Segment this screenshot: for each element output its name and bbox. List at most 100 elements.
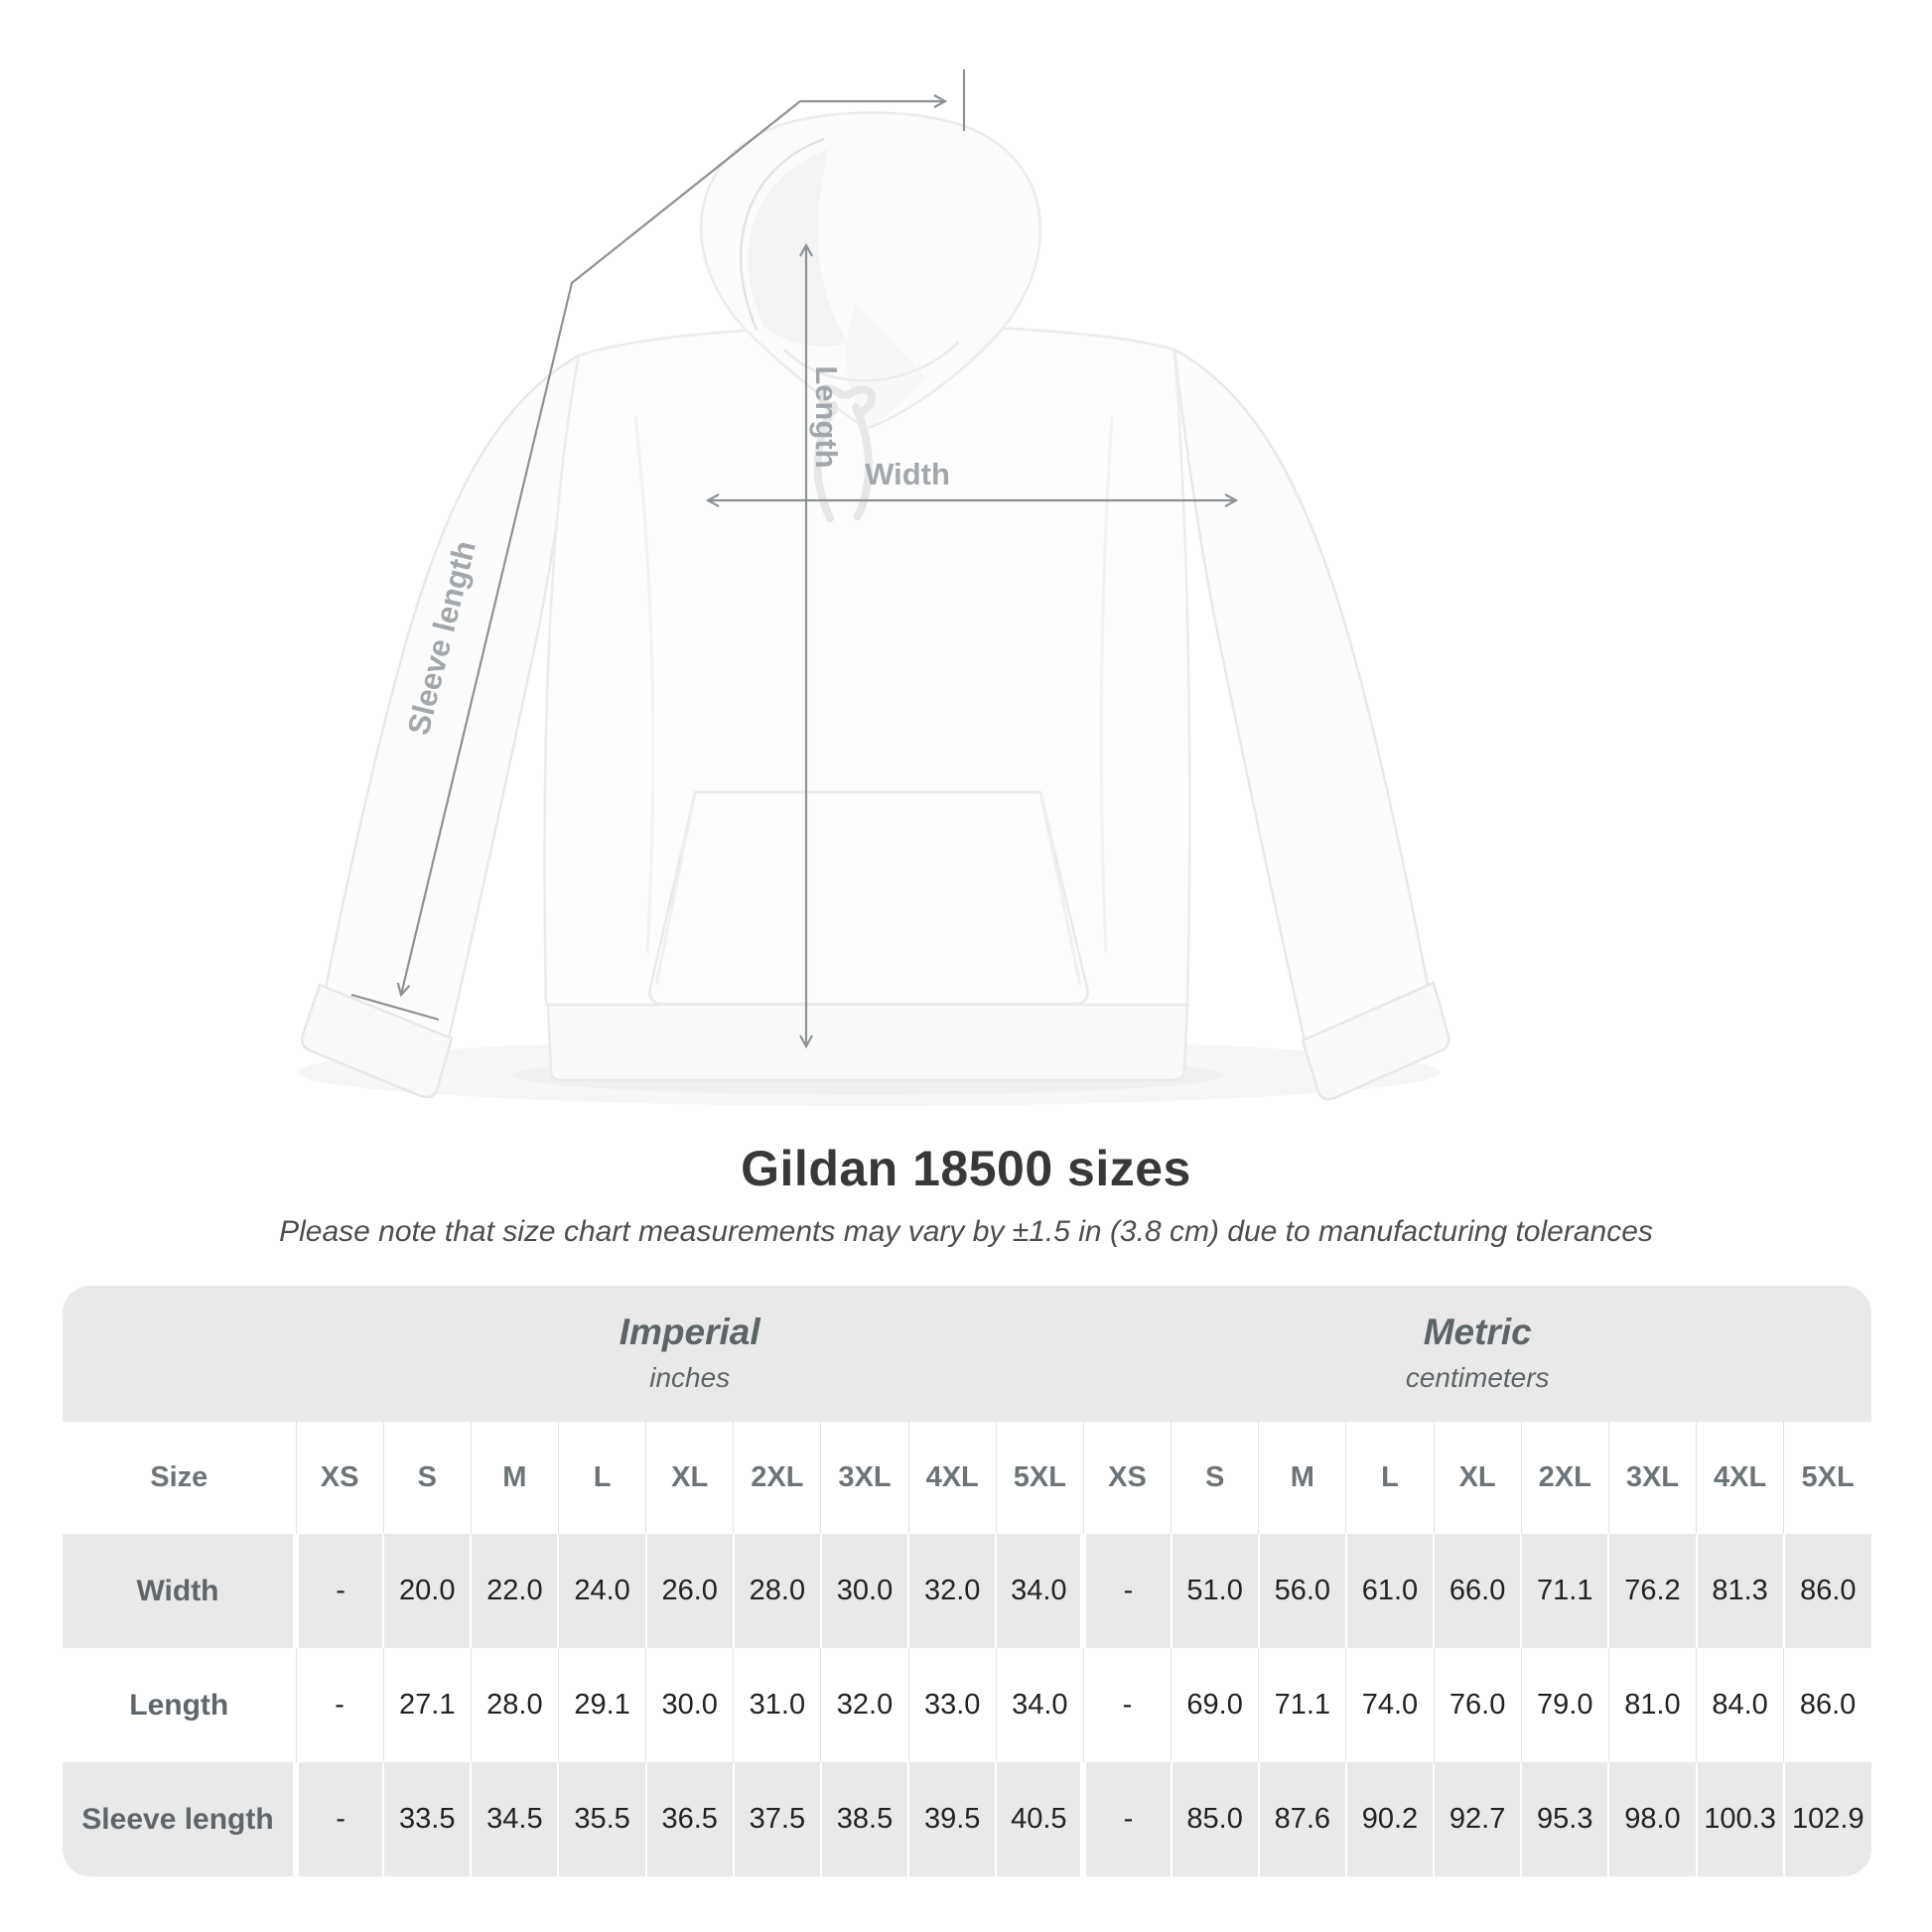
size-header: 3XL — [820, 1422, 909, 1534]
cell: 98.0 — [1607, 1762, 1697, 1876]
size-header: M — [470, 1422, 559, 1534]
cell: 74.0 — [1345, 1648, 1435, 1762]
imperial-unit: inches — [649, 1362, 731, 1393]
size-header: S — [382, 1422, 472, 1534]
size-header: 4XL — [1695, 1422, 1784, 1534]
cell: 84.0 — [1695, 1648, 1784, 1762]
imperial-group-header: Imperial inches — [296, 1286, 1084, 1422]
size-header: 2XL — [1520, 1422, 1609, 1534]
size-header: L — [557, 1422, 646, 1534]
cell: 28.0 — [470, 1648, 559, 1762]
cell: 36.5 — [644, 1762, 734, 1876]
sleeve-length-line — [396, 100, 801, 998]
size-header: L — [1345, 1422, 1435, 1534]
cell: 34.5 — [470, 1762, 559, 1876]
cell: 35.5 — [557, 1762, 646, 1876]
cell: 39.5 — [907, 1762, 997, 1876]
row-label-length: Length — [63, 1648, 296, 1762]
cell: 87.6 — [1257, 1762, 1346, 1876]
unit-band-row: Imperial inches Metric centimeters — [63, 1286, 1871, 1422]
table-row-width: Width - 20.0 22.0 24.0 26.0 28.0 30.0 32… — [63, 1534, 1871, 1648]
cell: 27.1 — [382, 1648, 472, 1762]
length-label: Length — [809, 365, 844, 468]
size-header: 2XL — [733, 1422, 821, 1534]
cell: 86.0 — [1783, 1648, 1871, 1762]
cell: 34.0 — [995, 1648, 1084, 1762]
cell: 76.0 — [1433, 1648, 1522, 1762]
cell: 33.5 — [382, 1762, 472, 1876]
cell: 31.0 — [733, 1648, 821, 1762]
cell: 92.7 — [1433, 1762, 1522, 1876]
cell: 66.0 — [1433, 1534, 1522, 1648]
size-header: XS — [1082, 1422, 1172, 1534]
cell: 20.0 — [382, 1534, 472, 1648]
cell: 79.0 — [1520, 1648, 1609, 1762]
cell: 100.3 — [1695, 1762, 1784, 1876]
cell: 56.0 — [1257, 1534, 1346, 1648]
size-header: XL — [1433, 1422, 1522, 1534]
page-title: Gildan 18500 sizes — [741, 1141, 1191, 1196]
tolerance-note: Please note that size chart measurements… — [279, 1215, 1653, 1248]
cell: - — [292, 1762, 384, 1876]
size-header: M — [1258, 1422, 1346, 1534]
cell: 28.0 — [732, 1534, 821, 1648]
cell: 71.1 — [1258, 1648, 1346, 1762]
cell: 95.3 — [1520, 1762, 1609, 1876]
cell: 71.1 — [1520, 1534, 1609, 1648]
imperial-label: Imperial — [619, 1311, 760, 1352]
size-header: 4XL — [907, 1422, 997, 1534]
size-column-header: Size — [63, 1422, 296, 1534]
cell: 85.0 — [1170, 1762, 1259, 1876]
table-row-sleeve-length: Sleeve length - 33.5 34.5 35.5 36.5 37.5… — [63, 1762, 1871, 1876]
cell: 38.5 — [819, 1762, 909, 1876]
size-header: 5XL — [1783, 1422, 1871, 1534]
cell: 26.0 — [644, 1534, 734, 1648]
cell: 30.0 — [819, 1534, 909, 1648]
cell: - — [1080, 1534, 1172, 1648]
row-label-sleeve-length: Sleeve length — [63, 1762, 296, 1876]
cell: - — [295, 1648, 384, 1762]
size-header: XL — [645, 1422, 734, 1534]
cell: 81.3 — [1695, 1534, 1784, 1648]
size-header: S — [1171, 1422, 1259, 1534]
hoodie-photo — [298, 111, 1450, 1106]
cell: - — [1082, 1648, 1172, 1762]
size-header: 3XL — [1607, 1422, 1697, 1534]
sleeve-bottom-tick — [350, 993, 440, 1022]
cell: 37.5 — [732, 1762, 821, 1876]
size-header-row: Size XS S M L XL 2XL 3XL 4XL 5XL XS S M … — [63, 1422, 1871, 1534]
cell: 22.0 — [470, 1534, 559, 1648]
cell: 76.2 — [1607, 1534, 1697, 1648]
cell: 86.0 — [1782, 1534, 1871, 1648]
cell: 30.0 — [645, 1648, 734, 1762]
band-corner — [63, 1286, 296, 1422]
cell: 24.0 — [557, 1534, 646, 1648]
size-table: Imperial inches Metric centimeters Size … — [63, 1286, 1871, 1876]
metric-unit: centimeters — [1405, 1362, 1550, 1393]
hoodie-measurement-diagram: Width Length Sleeve length — [298, 69, 1450, 1106]
cell: 40.5 — [995, 1762, 1084, 1876]
measurement-lines — [350, 69, 1239, 1049]
cell: 34.0 — [995, 1534, 1084, 1648]
metric-label: Metric — [1423, 1311, 1532, 1352]
cell: 69.0 — [1171, 1648, 1259, 1762]
cell: 29.1 — [557, 1648, 646, 1762]
cell: - — [292, 1534, 384, 1648]
cell: 32.0 — [820, 1648, 909, 1762]
title-block: Gildan 18500 sizes Please note that size… — [0, 1140, 1932, 1249]
metric-group-header: Metric centimeters — [1083, 1286, 1871, 1422]
cell: 102.9 — [1782, 1762, 1871, 1876]
width-label: Width — [865, 457, 950, 491]
cell: 81.0 — [1607, 1648, 1697, 1762]
size-header: 5XL — [995, 1422, 1084, 1534]
cell: 90.2 — [1344, 1762, 1435, 1876]
cell: 33.0 — [907, 1648, 997, 1762]
cell: 51.0 — [1170, 1534, 1259, 1648]
size-header: XS — [295, 1422, 384, 1534]
cell: - — [1080, 1762, 1172, 1876]
cell: 61.0 — [1344, 1534, 1435, 1648]
size-table-container: Imperial inches Metric centimeters Size … — [63, 1286, 1871, 1876]
cell: 32.0 — [907, 1534, 997, 1648]
row-label-width: Width — [63, 1534, 296, 1648]
